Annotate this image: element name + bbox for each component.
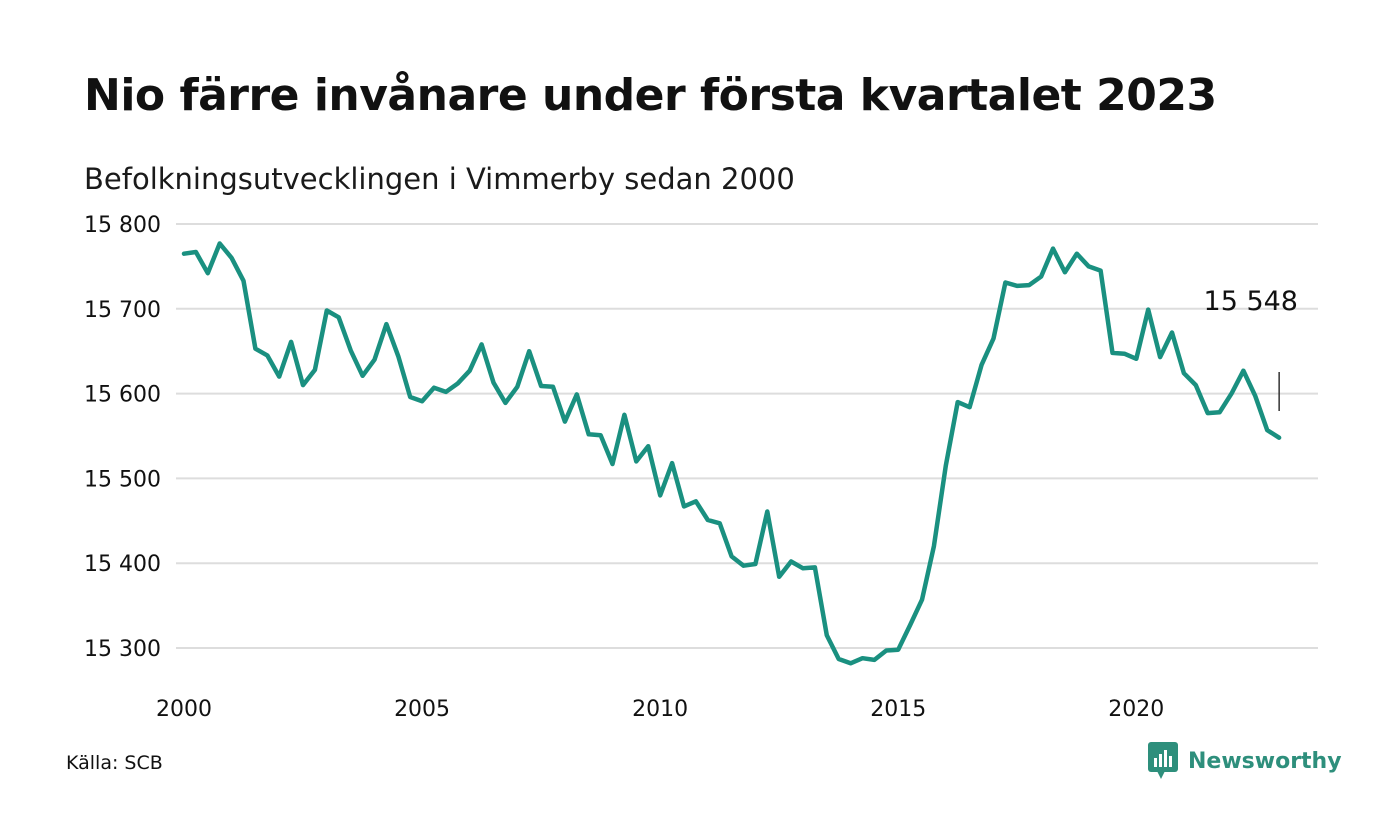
source-label: Källa: SCB <box>66 752 163 774</box>
chart-subtitle: Befolkningsutvecklingen i Vimmerby sedan… <box>84 162 795 196</box>
grid-lines <box>176 223 1318 649</box>
last-value-label: 15 548 <box>1204 286 1298 317</box>
x-tick-label: 2020 <box>1108 697 1164 722</box>
y-tick-label: 15 700 <box>84 298 161 323</box>
series-line <box>181 241 1282 666</box>
y-tick-label: 15 600 <box>84 383 161 408</box>
annotation-layer: 15 548 <box>1204 286 1298 411</box>
chart-title: Nio färre invånare under första kvartale… <box>84 70 1217 121</box>
x-tick-label: 2010 <box>632 697 688 722</box>
x-tick-label: 2015 <box>870 697 926 722</box>
brand-logo[interactable]: Newsworthy <box>1148 742 1342 780</box>
y-tick-label: 15 400 <box>84 552 161 577</box>
newsworthy-logo-icon <box>1148 742 1178 779</box>
series-layer <box>181 241 1282 666</box>
x-tick-label: 2000 <box>156 697 212 722</box>
brand-name: Newsworthy <box>1188 748 1342 774</box>
y-tick-label: 15 300 <box>84 637 161 662</box>
y-axis-ticks: 15 300 15 400 15 500 15 600 15 700 15 800 <box>84 213 161 662</box>
y-tick-label: 15 500 <box>84 467 161 492</box>
y-tick-label: 15 800 <box>84 213 161 238</box>
x-axis-ticks: 2000 2005 2010 2015 2020 <box>156 697 1164 722</box>
x-tick-label: 2005 <box>394 697 450 722</box>
